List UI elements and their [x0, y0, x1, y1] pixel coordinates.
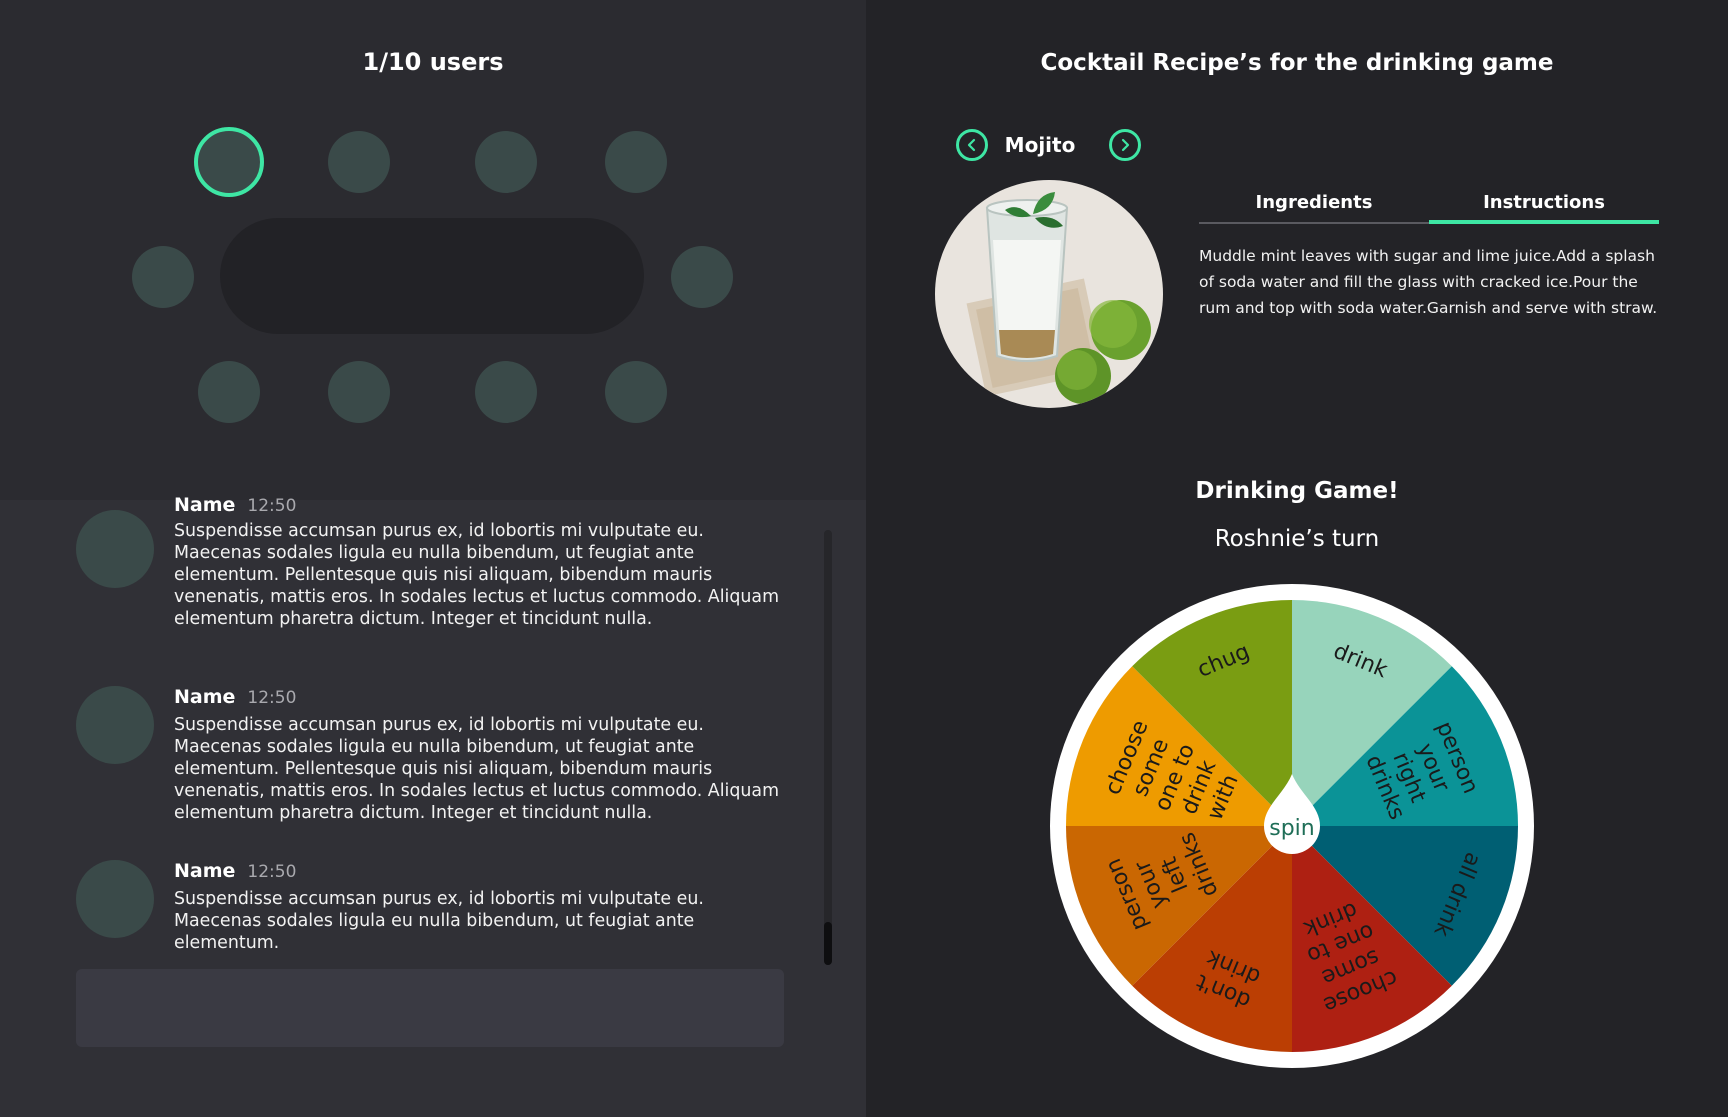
chat-input[interactable]	[76, 969, 784, 1047]
table	[220, 218, 644, 334]
avatar	[76, 860, 154, 938]
users-count-title: 1/10 users	[362, 48, 504, 76]
seat-9[interactable]	[475, 361, 537, 423]
chevron-left-icon	[967, 138, 976, 152]
wheel-segment	[1132, 600, 1292, 826]
chat-message: Name 12:50 Suspendisse accumsan purus ex…	[76, 860, 796, 953]
recipe-instructions: Muddle mint leaves with sugar and lime j…	[1199, 247, 1658, 317]
seating-panel: 1/10 users	[0, 0, 866, 500]
mojito-image	[935, 180, 1163, 408]
spin-button-label[interactable]: spin	[1269, 816, 1314, 841]
chevron-right-icon	[1121, 138, 1130, 152]
message-time: 12:50	[247, 862, 297, 882]
avatar	[76, 686, 154, 764]
seat-3[interactable]	[475, 131, 537, 193]
message-time: 12:50	[247, 496, 297, 516]
avatar	[76, 510, 154, 588]
chat-scrollbar-thumb[interactable]	[824, 922, 832, 965]
message-time: 12:50	[247, 688, 297, 708]
message-author: Name	[174, 494, 236, 516]
message-author: Name	[174, 686, 236, 708]
wheel-segment	[1132, 826, 1292, 1052]
game-title: Drinking Game!	[1195, 478, 1399, 504]
wheel-segment	[1292, 600, 1452, 826]
wheel-segment	[1292, 826, 1518, 986]
seat-5[interactable]	[132, 246, 194, 308]
wheel-segment	[1292, 826, 1452, 1052]
seat-8[interactable]	[328, 361, 390, 423]
chat-message: Name 12:50 Suspendisse accumsan purus ex…	[76, 686, 796, 836]
cocktail-photo	[935, 180, 1163, 408]
spin-pointer[interactable]	[1264, 774, 1320, 854]
turn-indicator: Roshnie’s turn	[1214, 526, 1380, 552]
seat-10[interactable]	[605, 361, 667, 423]
chat-scrollbar-track[interactable]	[824, 530, 832, 965]
right-panel: Cocktail Recipe’s for the drinking game …	[866, 0, 1728, 1117]
seat-4[interactable]	[605, 131, 667, 193]
seat-7[interactable]	[198, 361, 260, 423]
seat-1-active[interactable]	[194, 127, 264, 197]
prev-drink-button[interactable]	[956, 129, 988, 161]
tab-ingredients[interactable]: Ingredients	[1199, 190, 1429, 224]
recipe-tabs: Ingredients Instructions	[1199, 190, 1659, 224]
seat-2[interactable]	[328, 131, 390, 193]
recipe-title: Cocktail Recipe’s for the drinking game	[1040, 50, 1554, 76]
seat-6[interactable]	[671, 246, 733, 308]
message-text: Suspendisse accumsan purus ex, id lobort…	[174, 715, 780, 823]
tab-instructions[interactable]: Instructions	[1429, 190, 1659, 224]
wheel-segment	[1066, 666, 1292, 826]
wheel-segment	[1066, 826, 1292, 986]
drink-name: Mojito	[1004, 133, 1076, 157]
message-author: Name	[174, 860, 236, 882]
next-drink-button[interactable]	[1109, 129, 1141, 161]
chat-message: Name 12:50 Suspendisse accumsan purus ex…	[76, 494, 796, 660]
message-text: Suspendisse accumsan purus ex, id lobort…	[174, 521, 780, 629]
message-text: Suspendisse accumsan purus ex, id lobort…	[174, 889, 704, 953]
wheel-segment	[1292, 666, 1518, 826]
